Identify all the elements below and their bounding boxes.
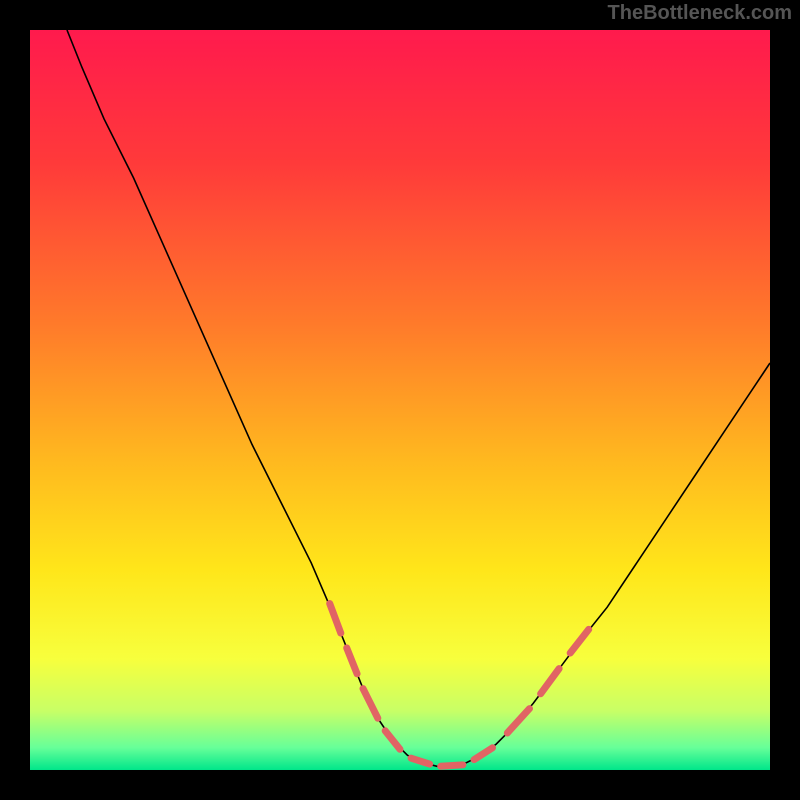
highlight-dash [474, 748, 493, 760]
curve-layer [30, 30, 770, 770]
watermark-text: TheBottleneck.com [608, 2, 792, 25]
highlight-dash [541, 669, 560, 694]
highlight-dash [330, 604, 341, 634]
highlight-dash [347, 648, 357, 674]
highlight-dash [441, 765, 463, 766]
highlight-dash [385, 731, 400, 750]
plot-area [30, 30, 770, 770]
highlight-dash [570, 629, 589, 653]
highlight-dash [507, 709, 529, 733]
highlight-dash [363, 689, 378, 719]
bottleneck-curve [67, 30, 770, 766]
highlight-dash [411, 758, 430, 764]
highlight-dashes [330, 604, 589, 767]
